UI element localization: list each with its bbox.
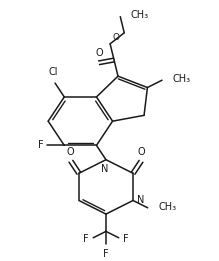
Text: F: F [103,249,109,259]
Text: Cl: Cl [49,67,58,77]
Text: F: F [83,234,89,244]
Text: O: O [95,48,103,58]
Text: F: F [123,234,129,244]
Text: CH₃: CH₃ [158,202,177,212]
Text: N: N [137,195,144,205]
Text: O: O [113,33,120,42]
Text: CH₃: CH₃ [130,10,148,20]
Text: CH₃: CH₃ [173,74,191,84]
Text: F: F [38,140,44,150]
Text: N: N [101,164,108,174]
Text: O: O [138,147,145,157]
Text: O: O [67,147,74,157]
